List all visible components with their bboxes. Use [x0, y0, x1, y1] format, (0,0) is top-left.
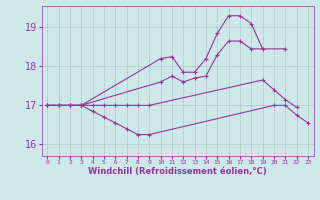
X-axis label: Windchill (Refroidissement éolien,°C): Windchill (Refroidissement éolien,°C) [88, 167, 267, 176]
